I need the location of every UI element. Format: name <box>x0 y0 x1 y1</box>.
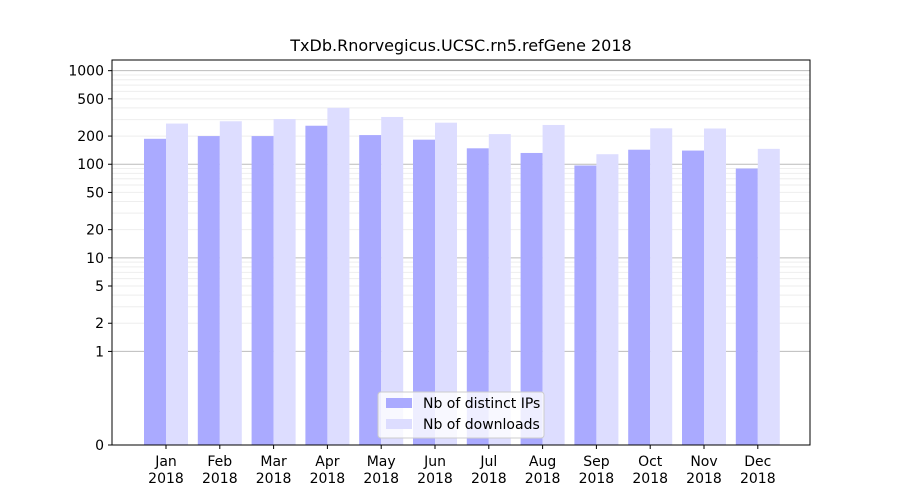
bar-nb-of-downloads-mar <box>273 119 296 446</box>
bar-nb-of-downloads-sep <box>596 154 619 446</box>
x-tick-label-apr: Apr 2018 <box>310 454 346 487</box>
y-tick-label: 1 <box>95 344 104 360</box>
x-tick-label-mar: Mar 2018 <box>256 454 292 487</box>
x-tick-label-nov: Nov 2018 <box>686 454 722 487</box>
bar-nb-of-downloads-aug <box>542 124 565 445</box>
y-tick-label: 2 <box>95 316 104 332</box>
bar-nb-of-downloads-dec <box>757 148 780 445</box>
y-tick-label: 200 <box>77 129 104 145</box>
x-tick-label-may: May 2018 <box>363 454 399 487</box>
y-tick-label: 100 <box>77 157 104 173</box>
y-tick-label: 5 <box>95 279 104 295</box>
legend-label-distinct-ips: Nb of distinct IPs <box>423 396 540 412</box>
bars <box>144 107 780 446</box>
legend: Nb of distinct IPs Nb of downloads <box>377 391 545 439</box>
bar-nb-of-downloads-jan <box>166 123 188 445</box>
legend-swatch-downloads <box>386 419 412 429</box>
bar-nb-of-downloads-feb <box>219 121 242 445</box>
bar-nb-of-distinct-ips-mar <box>251 136 274 446</box>
x-tick-label-oct: Oct 2018 <box>632 454 668 487</box>
y-tick-label: 500 <box>77 92 104 108</box>
bar-nb-of-downloads-nov <box>704 128 726 446</box>
x-tick-label-aug: Aug 2018 <box>525 454 561 487</box>
bar-nb-of-downloads-oct <box>650 128 673 445</box>
y-axis: 0 1 2 5 10 20 50 100 200 500 1000 <box>68 64 112 454</box>
bar-nb-of-distinct-ips-dec <box>735 168 758 445</box>
bar-nb-of-downloads-jun <box>435 122 457 446</box>
bar-nb-of-distinct-ips-may <box>359 135 382 445</box>
x-tick-label-feb: Feb 2018 <box>202 454 238 487</box>
legend-swatch-distinct-ips <box>386 398 412 408</box>
y-tick-label: 0 <box>95 438 104 454</box>
x-axis: Jan 2018 Feb 2018 Mar 2018 Apr 2018 May 2018 Jun 20… <box>148 445 776 487</box>
legend-label-downloads: Nb of downloads <box>423 417 540 433</box>
bar-nb-of-downloads-jul <box>488 134 511 446</box>
plot-frame <box>111 59 811 446</box>
bar-nb-of-distinct-ips-jul <box>466 148 489 446</box>
bar-nb-of-distinct-ips-oct <box>628 149 651 445</box>
bar-nb-of-downloads-apr <box>327 107 350 445</box>
bar-nb-of-downloads-may <box>381 116 404 446</box>
y-tick-label: 1000 <box>68 64 104 80</box>
bar-nb-of-distinct-ips-nov <box>682 150 704 445</box>
bar-nb-of-distinct-ips-aug <box>520 152 543 445</box>
x-tick-label-dec: Dec 2018 <box>740 454 776 487</box>
chart-title: TxDb.Rnorvegicus.UCSC.rn5.refGene 2018 <box>289 36 631 55</box>
bar-nb-of-distinct-ips-apr <box>305 125 328 445</box>
bar-nb-of-distinct-ips-jun <box>413 139 435 445</box>
y-tick-label: 20 <box>86 223 104 239</box>
bar-nb-of-distinct-ips-jan <box>144 138 166 445</box>
x-tick-label-jan: Jan 2018 <box>148 454 184 487</box>
bar-nb-of-distinct-ips-feb <box>197 136 220 446</box>
legend-box <box>377 391 545 439</box>
bar-nb-of-distinct-ips-sep <box>574 165 597 446</box>
x-tick-label-jul: Jul 2018 <box>471 454 507 487</box>
x-tick-label-sep: Sep 2018 <box>579 454 615 487</box>
y-tick-label: 50 <box>86 185 104 201</box>
y-tick-label: 10 <box>86 251 104 267</box>
x-tick-label-jun: Jun 2018 <box>417 454 453 487</box>
